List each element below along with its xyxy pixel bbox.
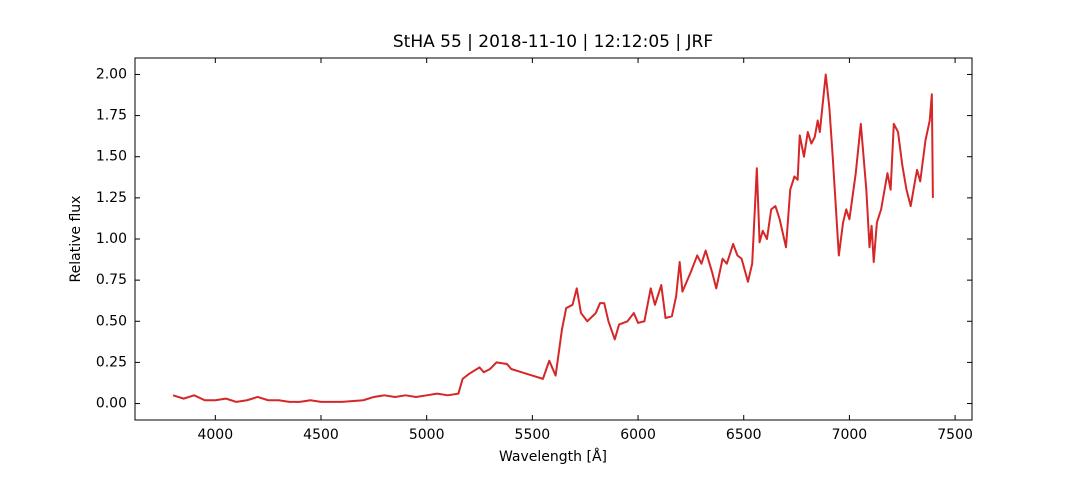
y-tick-label: 2.00 [96, 66, 127, 82]
y-tick-label: 0.50 [96, 313, 127, 329]
x-tick-label: 5500 [515, 427, 551, 443]
y-tick-label: 0.00 [96, 396, 127, 412]
y-tick-label: 1.50 [96, 149, 127, 165]
y-tick-label: 0.25 [96, 354, 127, 370]
x-tick-label: 5000 [409, 427, 445, 443]
spectrum-line [172, 73, 934, 403]
x-tick-label: 6000 [620, 427, 656, 443]
x-tick-label: 6500 [726, 427, 762, 443]
y-tick-label: 1.25 [96, 190, 127, 206]
x-tick-label: 7500 [937, 427, 973, 443]
x-axis-label: Wavelength [Å] [499, 448, 607, 465]
x-tick-label: 4000 [197, 427, 233, 443]
x-tick-label: 7000 [832, 427, 868, 443]
plot-frame [134, 57, 973, 421]
y-tick-label: 1.00 [96, 231, 127, 247]
y-axis-label: Relative flux [68, 196, 84, 283]
chart-title: StHA 55 | 2018-11-10 | 12:12:05 | JRF [393, 32, 713, 52]
y-tick-label: 1.75 [96, 108, 127, 124]
y-tick-label: 0.75 [96, 272, 127, 288]
x-tick-label: 4500 [303, 427, 339, 443]
